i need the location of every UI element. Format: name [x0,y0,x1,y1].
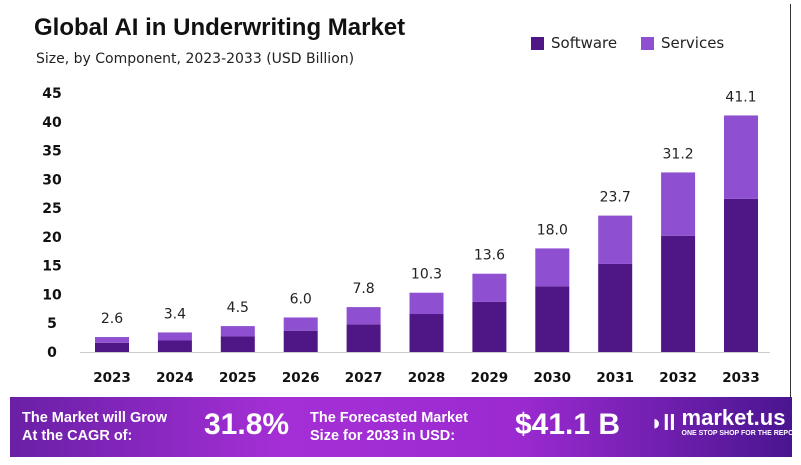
x-tick-label: 2023 [93,370,131,386]
cagr-value: 31.8% [204,408,290,441]
chart-title: Global AI in Underwriting Market [34,14,406,41]
y-tick-label: 40 [42,115,62,131]
bar-software-2032 [661,235,696,352]
legend-label: Services [661,34,725,52]
bar-services-2027 [346,307,381,325]
bar-software-2031 [598,263,633,352]
data-label: 23.7 [600,190,631,206]
bar-software-2028 [409,314,444,352]
data-label: 13.6 [474,248,505,264]
x-tick-label: 2024 [156,370,194,386]
bar-services-2031 [598,215,633,264]
chart-frame [8,4,791,398]
bar-software-2029 [472,301,507,352]
bar-software-2023 [95,342,129,352]
forecast-label: The Forecasted Market Size for 2033 in U… [310,409,468,445]
data-label: 31.2 [663,146,694,162]
logo-icon: ◗ll [650,410,676,435]
y-tick-label: 45 [42,86,61,102]
y-tick-label: 35 [42,144,61,160]
x-tick-label: 2033 [722,370,760,386]
data-label: 4.5 [227,300,249,316]
bar-services-2033 [724,115,758,199]
bar-services-2025 [220,326,255,337]
y-tick-label: 0 [47,345,57,361]
footer-banner: The Market will Grow At the CAGR of: 31.… [10,397,801,457]
x-tick-label: 2026 [282,370,320,386]
y-tick-label: 15 [42,259,61,275]
bar-services-2029 [472,273,507,302]
bar-services-2026 [283,317,318,331]
data-label: 6.0 [290,291,312,307]
bar-software-2030 [535,286,570,352]
y-tick-label: 5 [47,316,57,332]
bar-software-2027 [346,324,381,352]
legend-label: Software [551,34,618,52]
data-label: 18.0 [537,222,568,238]
cagr-label-line2: At the CAGR of: [22,428,133,444]
x-tick-label: 2029 [471,370,509,386]
chart-subtitle: Size, by Component, 2023-2033 (USD Billi… [36,51,355,67]
logo-name: market.us [681,405,786,430]
bar-services-2032 [661,172,696,236]
y-tick-label: 30 [42,172,62,188]
market-us-logo: ◗ll market.us ONE STOP SHOP FOR THE REPO… [650,407,801,439]
x-tick-label: 2025 [219,370,257,386]
stacked-bar-chart: 0510152025303540452.620233.420244.520256… [42,86,770,386]
cagr-label-line1: The Market will Grow [22,410,168,426]
bar-software-2033 [724,198,758,352]
data-label: 10.3 [411,267,442,283]
x-tick-label: 2032 [659,370,697,386]
forecast-label-line1: The Forecasted Market [310,410,468,426]
y-tick-label: 10 [42,287,62,303]
y-tick-label: 25 [42,201,61,217]
x-tick-label: 2027 [345,370,383,386]
cagr-label: The Market will Grow At the CAGR of: [22,409,167,445]
x-tick-label: 2028 [408,370,446,386]
bar-software-2025 [220,336,255,352]
bar-services-2030 [535,248,570,287]
x-tick-label: 2031 [596,370,634,386]
legend-item-software: Software [531,34,617,52]
bar-software-2026 [283,330,318,352]
forecast-label-line2: Size for 2033 in USD: [310,428,456,444]
bar-software-2024 [157,340,192,352]
bar-services-2028 [409,292,444,315]
x-tick-label: 2030 [534,370,572,386]
data-label: 41.1 [725,89,756,105]
data-label: 3.4 [164,306,186,322]
bar-services-2024 [157,332,192,341]
y-tick-label: 20 [42,230,62,246]
data-label: 7.8 [352,281,374,297]
data-label: 2.6 [101,311,123,327]
legend-swatch-software [531,36,544,50]
legend-item-services: Services [641,34,724,52]
bar-services-2023 [95,337,129,343]
logo-tagline: ONE STOP SHOP FOR THE REPORTS [681,430,801,437]
legend-swatch-services [641,36,654,50]
forecast-value: $41.1 B [515,408,621,441]
